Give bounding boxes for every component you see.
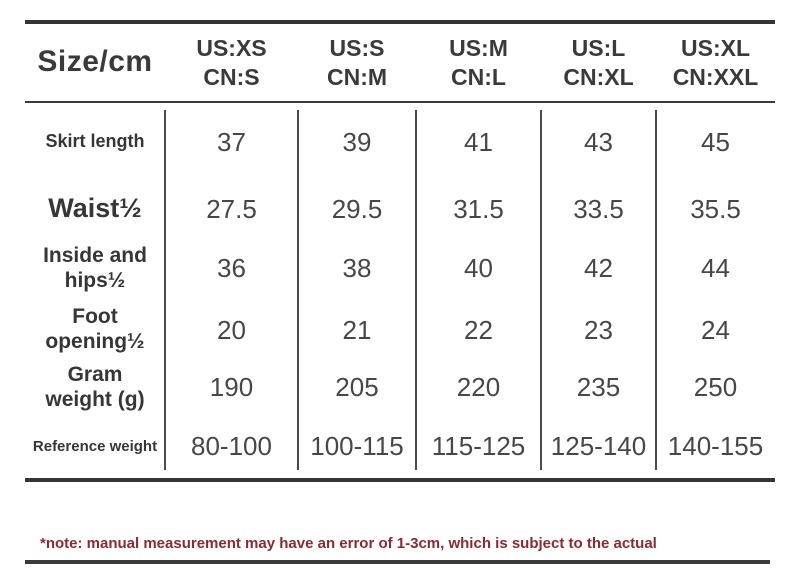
- column-header-us-xs: US:XS CN:S: [196, 35, 267, 90]
- column-divider: [164, 110, 166, 470]
- table-cell: 220: [456, 372, 501, 402]
- column-divider: [297, 110, 299, 470]
- size-table: Size/cm US:XS CN:S US:S CN:M US:M CN:L U…: [25, 20, 775, 482]
- size-table-header-row: Size/cm US:XS CN:S US:S CN:M US:M CN:L U…: [25, 20, 775, 103]
- table-cell: 21: [342, 314, 372, 345]
- table-cell: 33.5: [573, 193, 624, 224]
- table-cell: 205: [335, 372, 379, 402]
- row-label-reference-weight: Reference weight: [32, 437, 158, 455]
- table-cell: 42: [584, 253, 613, 283]
- table-cell: 250: [693, 372, 738, 402]
- bottom-divider: [25, 560, 770, 564]
- table-cell: 37: [217, 126, 246, 157]
- note-line: *note: manual measurement may have an er…: [40, 535, 657, 552]
- table-cell: 22: [464, 314, 493, 345]
- column-divider: [655, 110, 657, 470]
- table-cell: 35.5: [690, 193, 741, 224]
- table-cell: 190: [209, 372, 254, 402]
- size-table-body: Skirt length 37 39 41 43 45 Waist½ 27.5 …: [25, 103, 775, 482]
- table-cell: 115-125: [431, 431, 526, 461]
- table-cell: 29.5: [331, 193, 383, 224]
- column-header-us-xl: US:XL CN:XXL: [672, 35, 759, 90]
- table-cell: 39: [342, 126, 372, 157]
- row-label-foot-opening: Foot opening½: [45, 305, 145, 353]
- column-divider: [415, 110, 417, 470]
- table-cell: 140-155: [667, 431, 764, 461]
- column-header-us-s: US:S CN:M: [326, 35, 388, 90]
- table-cell: 125-140: [550, 431, 647, 461]
- row-label-waist: Waist½: [48, 193, 142, 224]
- column-header-us-l: US:L CN:XL: [563, 35, 634, 90]
- table-cell: 36: [217, 253, 246, 283]
- measurement-note: *note: manual measurement may have an er…: [40, 486, 760, 584]
- table-cell: 31.5: [453, 193, 504, 224]
- table-cell: 100-115: [310, 431, 404, 461]
- row-label-gram-weight: Gram weight (g): [45, 362, 145, 411]
- table-cell: 23: [584, 314, 613, 345]
- column-header-us-m: US:M CN:L: [449, 35, 508, 90]
- row-label-inside-hips: Inside and hips½: [43, 243, 147, 292]
- table-cell: 45: [701, 126, 730, 157]
- table-cell: 43: [584, 126, 613, 157]
- column-divider: [540, 110, 542, 470]
- row-label-skirt-length: Skirt length: [45, 131, 145, 152]
- table-cell: 41: [464, 126, 493, 157]
- table-cell: 27.5: [206, 193, 257, 224]
- table-cell: 24: [701, 314, 730, 345]
- table-cell: 44: [701, 253, 730, 283]
- table-cell: 38: [342, 253, 372, 283]
- table-cell: 235: [576, 372, 621, 402]
- table-cell: 20: [217, 314, 246, 345]
- table-cell: 80-100: [191, 431, 272, 461]
- size-unit-header: Size/cm: [37, 45, 153, 79]
- table-cell: 40: [464, 253, 493, 283]
